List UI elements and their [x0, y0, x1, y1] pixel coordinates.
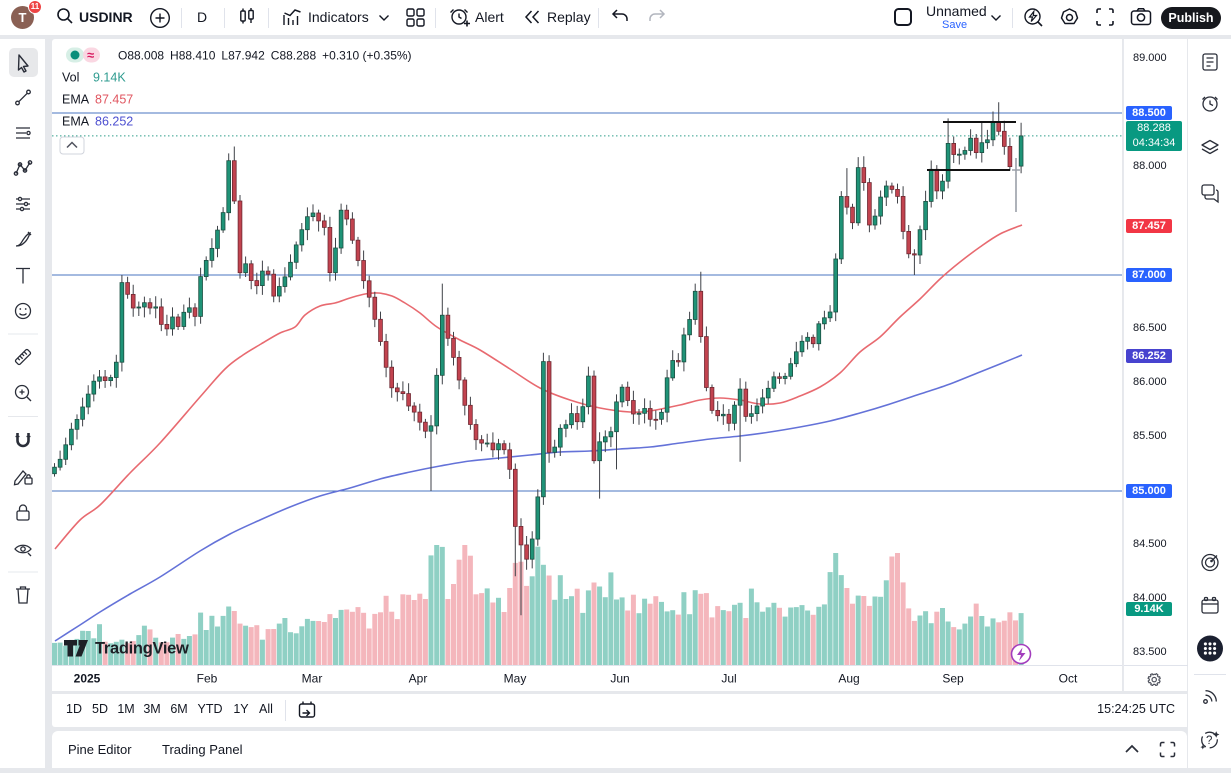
svg-text:Vol: Vol: [62, 71, 79, 85]
svg-text:86.252: 86.252: [95, 115, 133, 129]
svg-text:≈: ≈: [87, 48, 94, 63]
svg-text:Apr: Apr: [409, 672, 428, 686]
svg-text:May: May: [504, 672, 527, 686]
svg-text:Sep: Sep: [942, 672, 964, 686]
svg-text:87.457: 87.457: [95, 93, 133, 107]
svg-text:Jul: Jul: [721, 672, 736, 686]
svg-text:Oct: Oct: [1059, 672, 1078, 686]
svg-text:Aug: Aug: [838, 672, 859, 686]
svg-text:9.14K: 9.14K: [93, 71, 126, 85]
svg-text:Feb: Feb: [197, 672, 218, 686]
svg-text:Jun: Jun: [610, 672, 629, 686]
svg-text:2025: 2025: [74, 672, 101, 686]
svg-text:TradingView: TradingView: [95, 640, 189, 658]
svg-text:?: ?: [1206, 735, 1212, 747]
svg-text:O88.008 H88.410 L87.942 C88.28: O88.008 H88.410 L87.942 C88.288 +0.310 (…: [118, 49, 412, 63]
svg-text:EMA: EMA: [62, 115, 90, 129]
svg-text:Mar: Mar: [302, 672, 323, 686]
svg-text:EMA: EMA: [62, 93, 90, 107]
